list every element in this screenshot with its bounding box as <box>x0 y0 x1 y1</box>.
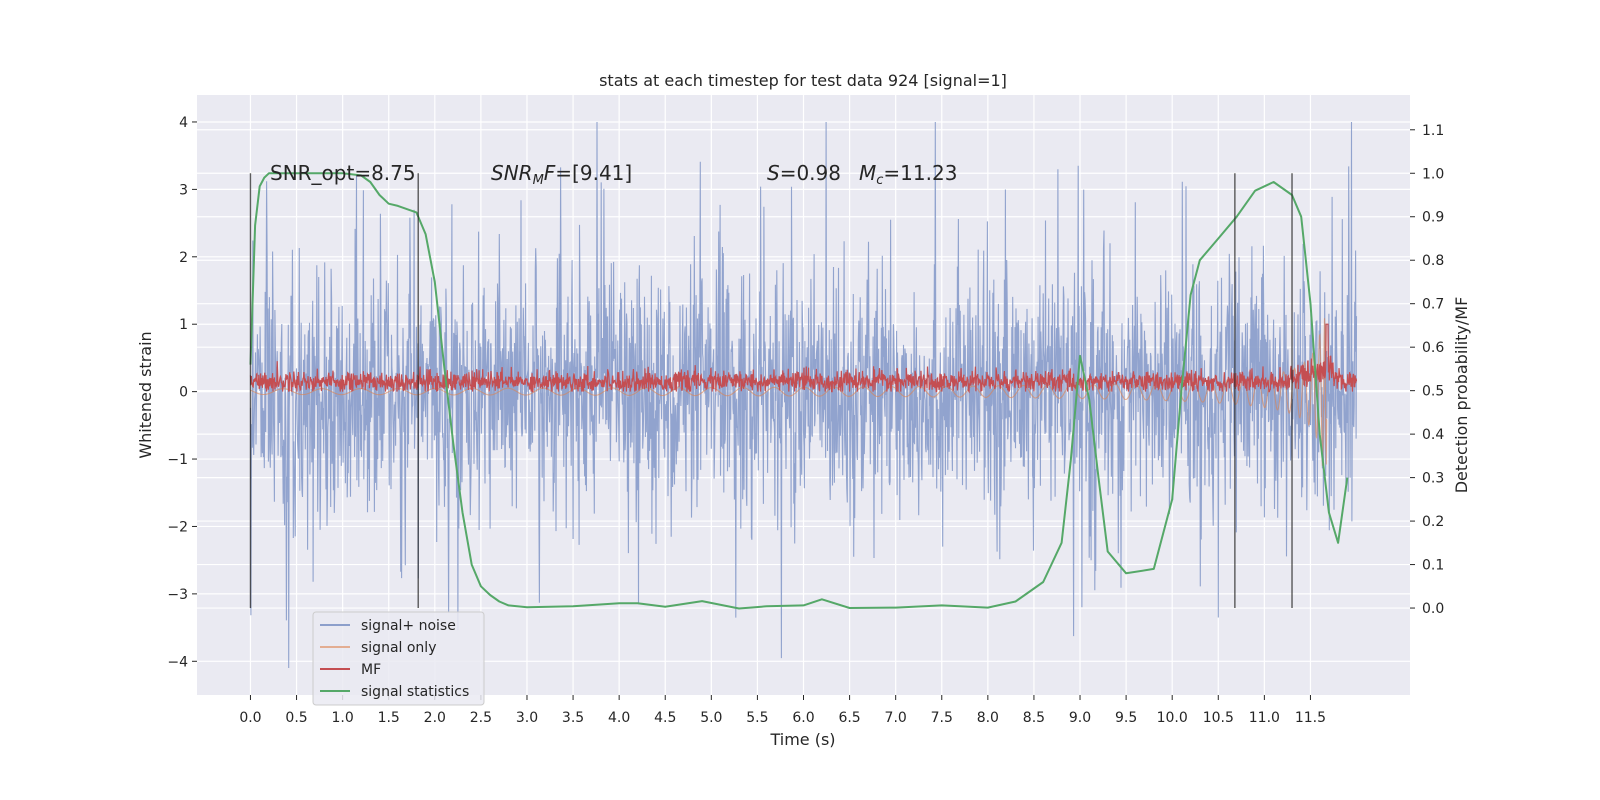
y2-tick-label: 0.4 <box>1422 427 1444 443</box>
x-tick-label: 0.0 <box>239 710 261 726</box>
mc-sub: c <box>876 173 883 188</box>
y-tick-label: 0 <box>179 385 188 401</box>
y2-tick-label: 0.0 <box>1422 601 1444 617</box>
x-tick-label: 10.0 <box>1157 710 1188 726</box>
x-tick-label: 2.0 <box>424 710 446 726</box>
x-tick-label: 4.0 <box>608 710 630 726</box>
y2-tick-label: 0.9 <box>1422 210 1444 226</box>
mc-rest: =11.23 <box>883 161 957 185</box>
snr-mf-main2: F <box>544 161 556 185</box>
x-tick-label: 5.5 <box>746 710 768 726</box>
y2-axis-label: Detection probability/MF <box>1452 297 1471 494</box>
y-tick-label: 2 <box>179 250 188 266</box>
snr-mf-rest: =[9.41] <box>555 161 632 185</box>
annotation-snr-mf: SNRMF=[9.41] <box>491 161 632 188</box>
mf-line <box>249 323 1358 394</box>
x-tick-label: 1.5 <box>378 710 400 726</box>
y2-axis-ticks: 1.1 1.0 0.9 0.8 0.7 0.6 0.5 0.4 0.3 0.2 0.1 0.0 <box>1410 123 1444 617</box>
signal-only-line <box>250 318 1328 466</box>
y2-tick-label: 0.5 <box>1422 384 1444 400</box>
signal-noise-line <box>249 121 1358 669</box>
signal-statistics-line <box>249 172 1349 610</box>
s-symbol: S <box>767 161 780 185</box>
y-tick-label: 3 <box>179 182 188 198</box>
x-tick-label: 11.0 <box>1249 710 1280 726</box>
snr-mf-main: SNR <box>491 161 533 185</box>
legend-label-mf: MF <box>361 662 381 678</box>
annotation-snr-opt: SNR_opt=8.75 <box>270 161 416 185</box>
snr-mf-sub: M <box>533 173 544 188</box>
x-tick-label: 2.5 <box>470 710 492 726</box>
y2-tick-label: 0.6 <box>1422 340 1444 356</box>
annotation-mc: Mc=11.23 <box>859 161 957 188</box>
legend-box <box>312 611 485 706</box>
y2-tick-label: 1.0 <box>1422 166 1444 182</box>
mc-symbol: M <box>859 161 876 185</box>
y2-tick-label: 0.8 <box>1422 253 1444 269</box>
y2-tick-label: 1.1 <box>1422 123 1444 139</box>
y2-tick-label: 0.2 <box>1422 514 1444 530</box>
y-tick-label: −4 <box>167 654 188 670</box>
x-tick-label: 9.5 <box>1115 710 1137 726</box>
legend-label-signal-only: signal only <box>361 640 436 656</box>
y-tick-label: −1 <box>167 452 188 468</box>
y-tick-label: 1 <box>179 317 188 333</box>
x-tick-label: 10.5 <box>1203 710 1234 726</box>
vertical-markers <box>249 173 1293 609</box>
x-axis-ticks: 0.0 0.5 1.0 1.5 2.0 2.5 3.0 3.5 4.0 4.5 5.0 5.5 6.0 6… <box>239 695 1326 726</box>
annotation-s: S=0.98 <box>767 161 841 185</box>
series-layer <box>249 121 1358 669</box>
y-axis-label: Whitened strain <box>136 331 155 458</box>
x-tick-label: 6.0 <box>792 710 814 726</box>
x-tick-label: 1.0 <box>332 710 354 726</box>
x-tick-label: 9.0 <box>1069 710 1091 726</box>
x-tick-label: 6.5 <box>838 710 860 726</box>
x-tick-label: 11.5 <box>1295 710 1326 726</box>
y2-tick-label: 0.7 <box>1422 297 1444 313</box>
y-tick-label: 4 <box>179 115 188 131</box>
x-tick-label: 8.0 <box>977 710 999 726</box>
y-tick-label: −2 <box>167 519 188 535</box>
x-tick-label: 3.5 <box>562 710 584 726</box>
x-tick-label: 0.5 <box>285 710 307 726</box>
x-tick-label: 7.0 <box>885 710 907 726</box>
x-axis-label: Time (s) <box>769 730 835 749</box>
legend: signal+ noise signal only MF signal stat… <box>312 611 485 706</box>
x-tick-label: 8.5 <box>1023 710 1045 726</box>
x-tick-label: 3.0 <box>516 710 538 726</box>
s-rest: =0.98 <box>780 161 841 185</box>
y-tick-label: −3 <box>167 587 188 603</box>
x-tick-label: 5.0 <box>700 710 722 726</box>
legend-label-signal-statistics: signal statistics <box>361 684 469 700</box>
y-axis-ticks: 4 3 2 1 0 −1 −2 −3 −4 <box>167 115 197 670</box>
x-tick-label: 7.5 <box>931 710 953 726</box>
chart-title: stats at each timestep for test data 924… <box>599 71 1007 90</box>
x-tick-label: 4.5 <box>654 710 676 726</box>
legend-label-signal-noise: signal+ noise <box>361 618 456 634</box>
y2-tick-label: 0.1 <box>1422 558 1444 574</box>
y2-tick-label: 0.3 <box>1422 471 1444 487</box>
